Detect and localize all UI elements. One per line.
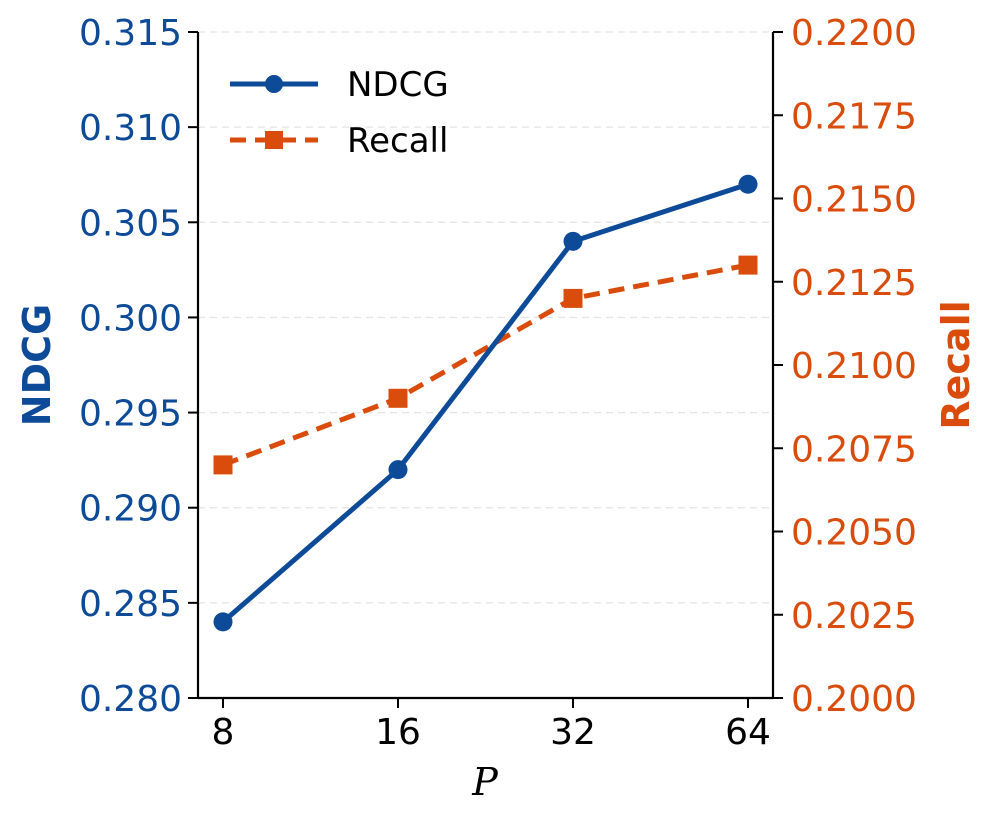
ndcg-point xyxy=(388,460,408,480)
legend-ndcg-marker xyxy=(265,75,283,93)
right-tick-label: 0.2025 xyxy=(791,596,917,637)
x-tick-label: 32 xyxy=(550,712,596,753)
left-tick-label: 0.280 xyxy=(79,679,182,720)
right-tick-label: 0.2100 xyxy=(791,346,917,387)
x-tick-label: 8 xyxy=(212,712,235,753)
left-tick-label: 0.290 xyxy=(79,489,182,530)
legend-recall-label: Recall xyxy=(347,121,448,161)
left-tick-label: 0.285 xyxy=(79,584,182,625)
x-tick-label: 64 xyxy=(725,712,771,753)
right-tick-label: 0.2125 xyxy=(791,263,917,304)
left-axis-label: NDCG xyxy=(15,304,59,426)
left-tick-label: 0.310 xyxy=(79,108,182,149)
left-tick-label: 0.305 xyxy=(79,203,182,244)
right-axis-label: Recall xyxy=(934,300,978,429)
ndcg-point xyxy=(563,231,583,251)
ndcg-series-line xyxy=(221,181,749,624)
legend: NDCG Recall xyxy=(230,65,449,161)
legend-recall-marker xyxy=(265,131,283,149)
legend-ndcg-label: NDCG xyxy=(347,65,449,105)
right-tick-label: 0.2075 xyxy=(791,429,917,470)
right-tick-label: 0.2150 xyxy=(791,180,917,221)
right-tick-label: 0.2175 xyxy=(791,96,917,137)
series xyxy=(213,174,758,632)
right-tick-label: 0.2000 xyxy=(791,679,917,720)
ndcg-point xyxy=(213,612,233,632)
right-tick-label: 0.2200 xyxy=(791,13,917,54)
x-axis-label: P xyxy=(471,760,499,804)
right-tick-label: 0.2050 xyxy=(791,513,917,554)
gridlines xyxy=(198,31,773,604)
x-tick-label: 16 xyxy=(375,712,421,753)
ndcg-point xyxy=(738,174,758,194)
recall-point xyxy=(213,455,233,475)
recall-point xyxy=(738,255,758,275)
axes xyxy=(196,32,775,700)
left-tick-label: 0.295 xyxy=(79,394,182,435)
left-tick-label: 0.300 xyxy=(79,298,182,339)
recall-point xyxy=(388,388,408,408)
left-tick-label: 0.315 xyxy=(79,13,182,54)
recall-series-line xyxy=(222,262,749,468)
ticks: 0.280 0.285 0.290 0.295 0.300 0.305 0.310 0.315… xyxy=(79,13,917,753)
recall-point xyxy=(563,288,583,308)
